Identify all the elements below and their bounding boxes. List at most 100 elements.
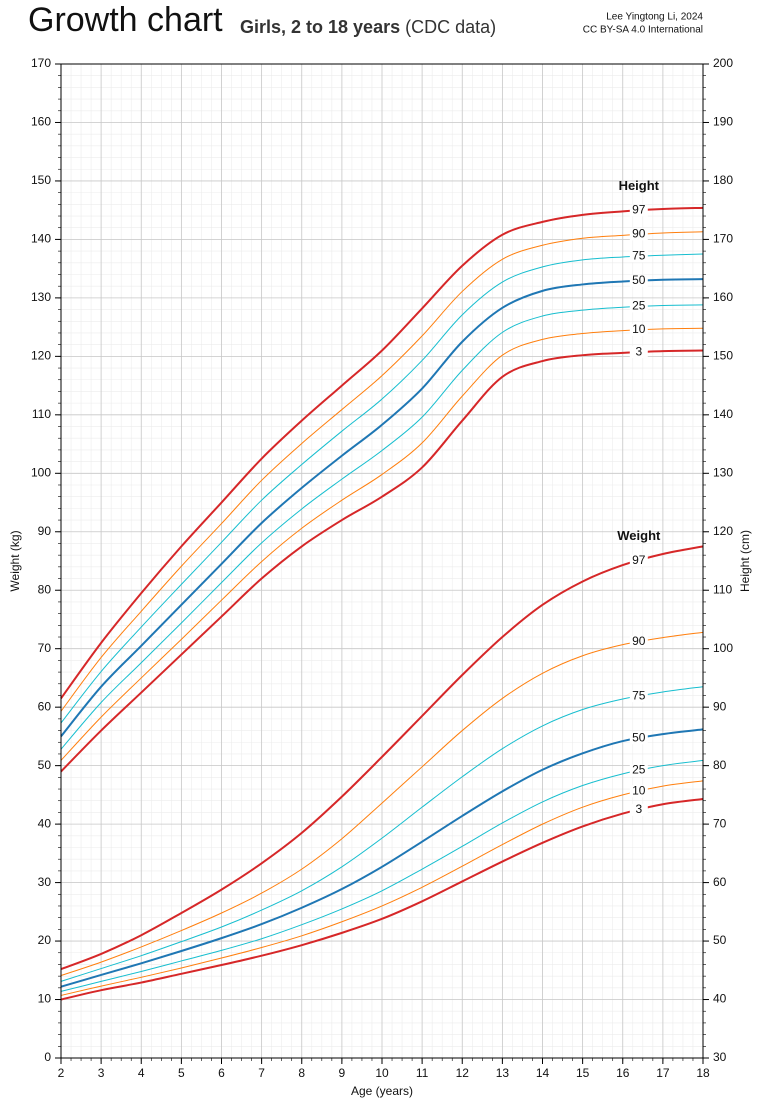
series-line xyxy=(60,278,704,738)
y2-tick-label: 90 xyxy=(713,699,727,713)
x-tick-label: 9 xyxy=(339,1066,346,1080)
x-axis-label: Age (years) xyxy=(351,1084,413,1098)
y2-tick-label: 30 xyxy=(713,1050,727,1064)
x-tick-label: 6 xyxy=(218,1066,225,1080)
group-label: Weight xyxy=(617,528,661,543)
y2-tick-label: 80 xyxy=(713,758,727,772)
y-tick-label: 90 xyxy=(38,524,52,538)
x-tick-label: 15 xyxy=(576,1066,590,1080)
y2-tick-label: 110 xyxy=(713,582,732,596)
series-label-bg xyxy=(629,346,648,359)
series-label: 97 xyxy=(632,203,646,217)
y2-tick-label: 50 xyxy=(713,933,727,947)
x-tick-label: 7 xyxy=(258,1066,265,1080)
y-tick-label: 120 xyxy=(31,349,51,363)
series-line xyxy=(60,253,704,724)
series-label-bg xyxy=(629,323,648,336)
series-line xyxy=(60,304,704,750)
y2-tick-label: 140 xyxy=(713,407,733,421)
plot-frame xyxy=(60,63,704,1059)
series-label: 3 xyxy=(635,344,642,358)
y-tick-label: 130 xyxy=(31,290,51,304)
chart-subtitle: Girls, 2 to 18 years (CDC data) xyxy=(240,17,496,37)
x-tick-label: 8 xyxy=(298,1066,305,1080)
y-tick-label: 170 xyxy=(31,56,51,70)
y-tick-label: 60 xyxy=(38,699,52,713)
y-tick-label: 80 xyxy=(38,582,52,596)
subtitle-note: (CDC data) xyxy=(405,17,496,37)
y-tick-label: 140 xyxy=(31,232,51,246)
y2-tick-label: 40 xyxy=(713,992,727,1006)
x-tick-label: 12 xyxy=(456,1066,470,1080)
x-tick-label: 14 xyxy=(536,1066,550,1080)
series-line xyxy=(60,206,704,699)
series-label-bg xyxy=(629,228,648,241)
x-tick-label: 18 xyxy=(696,1066,710,1080)
y2-tick-label: 70 xyxy=(713,816,727,830)
series-label: 90 xyxy=(632,634,646,648)
y2-tick-label: 180 xyxy=(713,173,733,187)
series-label-bg xyxy=(629,732,648,745)
y2-tick-label: 200 xyxy=(713,56,733,70)
y-tick-label: 160 xyxy=(31,115,51,129)
y2-tick-label: 120 xyxy=(713,524,733,538)
series-label: 50 xyxy=(632,730,646,744)
series-line xyxy=(60,797,704,1001)
series-line xyxy=(60,686,704,982)
y2-tick-label: 60 xyxy=(713,875,727,889)
x-tick-label: 16 xyxy=(616,1066,630,1080)
series-label: 90 xyxy=(632,227,646,241)
series-line xyxy=(60,759,704,992)
chart-title: Growth chart xyxy=(28,1,223,39)
y2-tick-label: 190 xyxy=(713,115,733,129)
series-line xyxy=(60,231,704,712)
y2-tick-label: 130 xyxy=(713,465,733,479)
series-label: 10 xyxy=(632,322,646,336)
credit: Lee Yingtong Li, 2024 xyxy=(606,12,703,23)
series-line xyxy=(60,631,704,977)
y-axis-label: Weight (kg) xyxy=(8,530,22,591)
x-tick-label: 10 xyxy=(375,1066,389,1080)
series-label-bg xyxy=(629,803,648,816)
y-tick-label: 50 xyxy=(38,758,52,772)
y2-tick-label: 160 xyxy=(713,290,733,304)
series-label-bg xyxy=(629,300,648,313)
x-tick-label: 11 xyxy=(416,1066,429,1080)
subtitle: Girls, 2 to 18 years xyxy=(240,17,400,37)
series-line xyxy=(60,728,704,988)
y-tick-label: 100 xyxy=(31,465,51,479)
series-label-bg xyxy=(629,250,648,263)
y-tick-label: 40 xyxy=(38,816,52,830)
series-label-bg xyxy=(629,764,648,777)
series-label: 10 xyxy=(632,784,646,798)
series-line xyxy=(60,327,704,761)
series-label-bg xyxy=(629,690,648,703)
y-tick-label: 0 xyxy=(44,1050,51,1064)
y-tick-label: 20 xyxy=(38,933,52,947)
y-tick-label: 10 xyxy=(38,992,52,1006)
x-tick-label: 5 xyxy=(178,1066,185,1080)
series-label: 25 xyxy=(632,763,646,777)
y-tick-label: 30 xyxy=(38,875,52,889)
y2-tick-label: 100 xyxy=(713,641,733,655)
x-tick-label: 4 xyxy=(138,1066,145,1080)
series-label: 50 xyxy=(632,273,646,287)
series-label-bg xyxy=(629,785,648,798)
series-line xyxy=(60,349,704,773)
y2-tick-label: 170 xyxy=(713,232,733,246)
series-line xyxy=(60,545,704,971)
y2-axis-label: Height (cm) xyxy=(738,530,752,592)
y2-tick-label: 150 xyxy=(713,349,733,363)
series-label-bg xyxy=(629,635,648,648)
y-tick-label: 110 xyxy=(32,407,51,421)
series-label: 25 xyxy=(632,299,646,313)
series-line xyxy=(60,780,704,996)
y-tick-label: 150 xyxy=(31,173,51,187)
series-label-bg xyxy=(629,204,648,217)
group-label: Height xyxy=(619,178,660,193)
series-lines xyxy=(60,206,704,1001)
series-label-bg xyxy=(629,274,648,287)
x-tick-label: 13 xyxy=(496,1066,510,1080)
